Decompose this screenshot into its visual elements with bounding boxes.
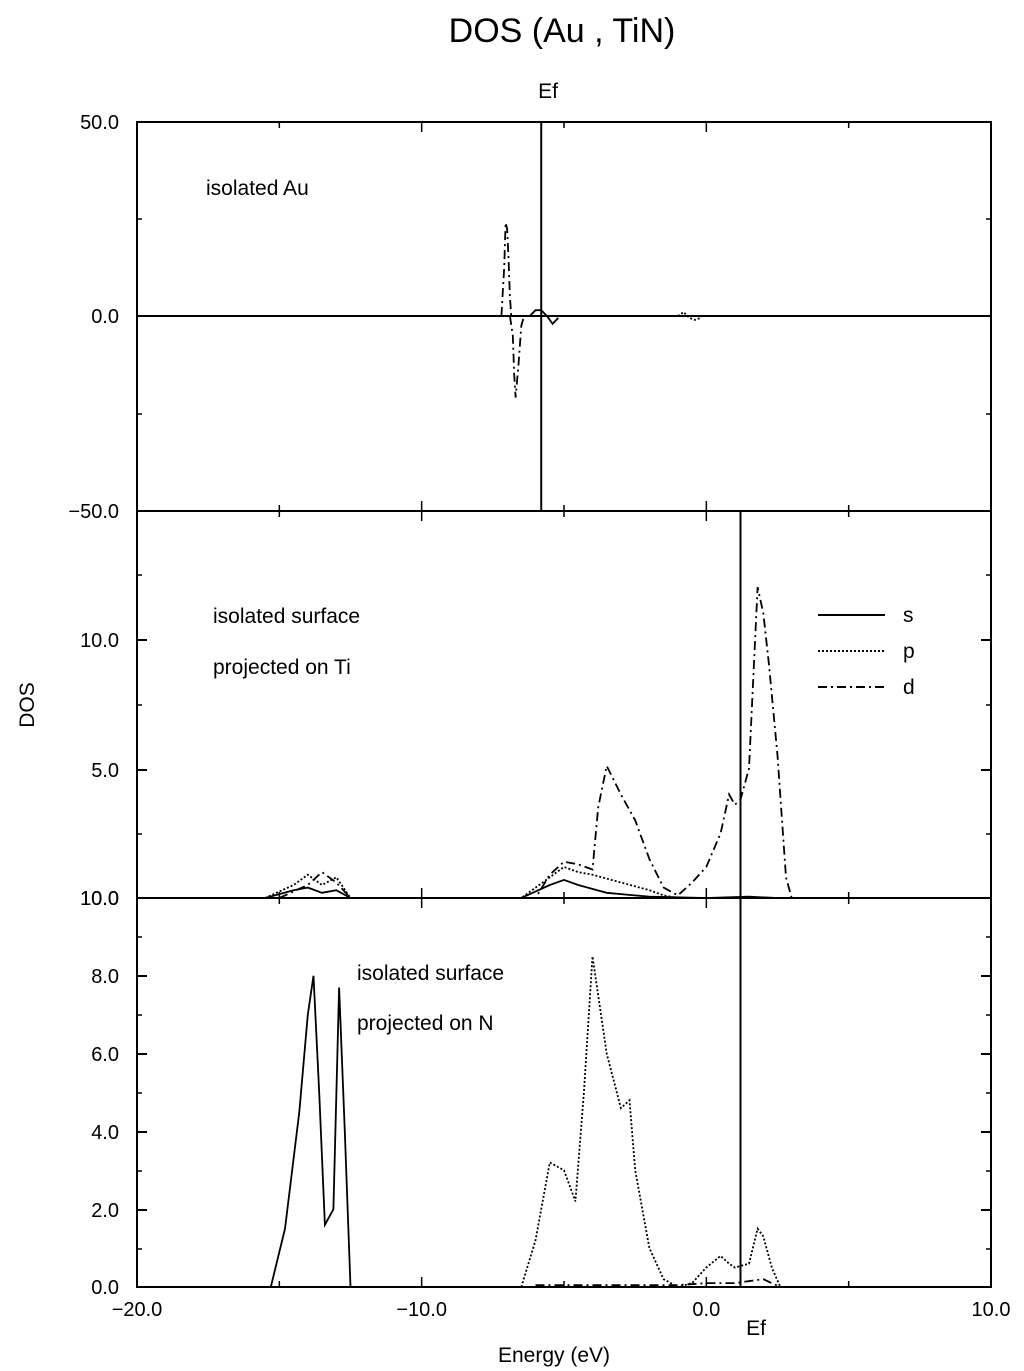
panel-label-ti-line1: isolated surface [213, 605, 360, 628]
panel-frame [136, 510, 992, 899]
dos-curves [264, 222, 793, 1288]
dos-curve-dup [500, 222, 513, 317]
dos-curve-ddown [509, 315, 525, 398]
y-tick-label: 6.0 [91, 1044, 119, 1066]
panel-frame [136, 897, 992, 1288]
panel-label-ti-line2: projected on Ti [213, 656, 351, 679]
panel-label-n-line1: isolated surface [357, 962, 504, 985]
legend-label-d: d [903, 676, 915, 699]
dos-curve-d [535, 1278, 781, 1288]
x-tick-label: −20.0 [112, 1299, 163, 1321]
legend-label-p: p [903, 640, 915, 663]
y-tick-label: 8.0 [91, 966, 119, 988]
x-axis-label: Energy (eV) [498, 1344, 610, 1367]
y-tick-label: 0.0 [91, 1277, 119, 1299]
x-tick-label: 10.0 [972, 1299, 1011, 1321]
y-tick-label: 0.0 [91, 306, 119, 328]
legend: spd [818, 604, 915, 699]
y-tick-label: −50.0 [68, 501, 119, 523]
tick-labels: 50.0 0.0 −50.0 10.0 5.0 10.0 10.0 8.0 6.0 4.0 2.0 0… [68, 112, 1010, 1321]
fermi-label-bottom: Ef [746, 1317, 766, 1340]
y-axis-label: DOS [16, 682, 39, 728]
y-tick-label: 4.0 [91, 1122, 119, 1144]
dos-curve-d [278, 587, 793, 899]
chart-texts: DOS (Au , TiN) Ef Ef Energy (eV) DOS iso… [16, 12, 766, 1367]
y-tick-label: 50.0 [80, 112, 119, 134]
x-tick-label: 0.0 [692, 1299, 720, 1321]
dos-curve-p [264, 865, 679, 899]
chart-title: DOS (Au , TiN) [449, 12, 676, 50]
panel-label-au: isolated Au [206, 177, 309, 200]
dos-curve-s [269, 975, 352, 1288]
y-tick-label: 10.0 [80, 888, 119, 910]
legend-label-s: s [903, 604, 914, 627]
panel-label-n-line2: projected on N [357, 1012, 494, 1035]
x-tick-label: −10.0 [396, 1299, 447, 1321]
y-tick-label: 10.0 [80, 630, 119, 652]
y-tick-label: 10.0 [80, 888, 119, 910]
y-tick-label: 2.0 [91, 1200, 119, 1222]
fermi-label-top: Ef [538, 80, 558, 103]
panel-frames [136, 121, 992, 1288]
dos-curve-s [264, 878, 778, 899]
y-tick-label: 5.0 [91, 760, 119, 782]
dos-curve-pnear [677, 310, 701, 321]
dos-curve-spup [529, 309, 559, 326]
dos-curve-p [520, 956, 782, 1288]
